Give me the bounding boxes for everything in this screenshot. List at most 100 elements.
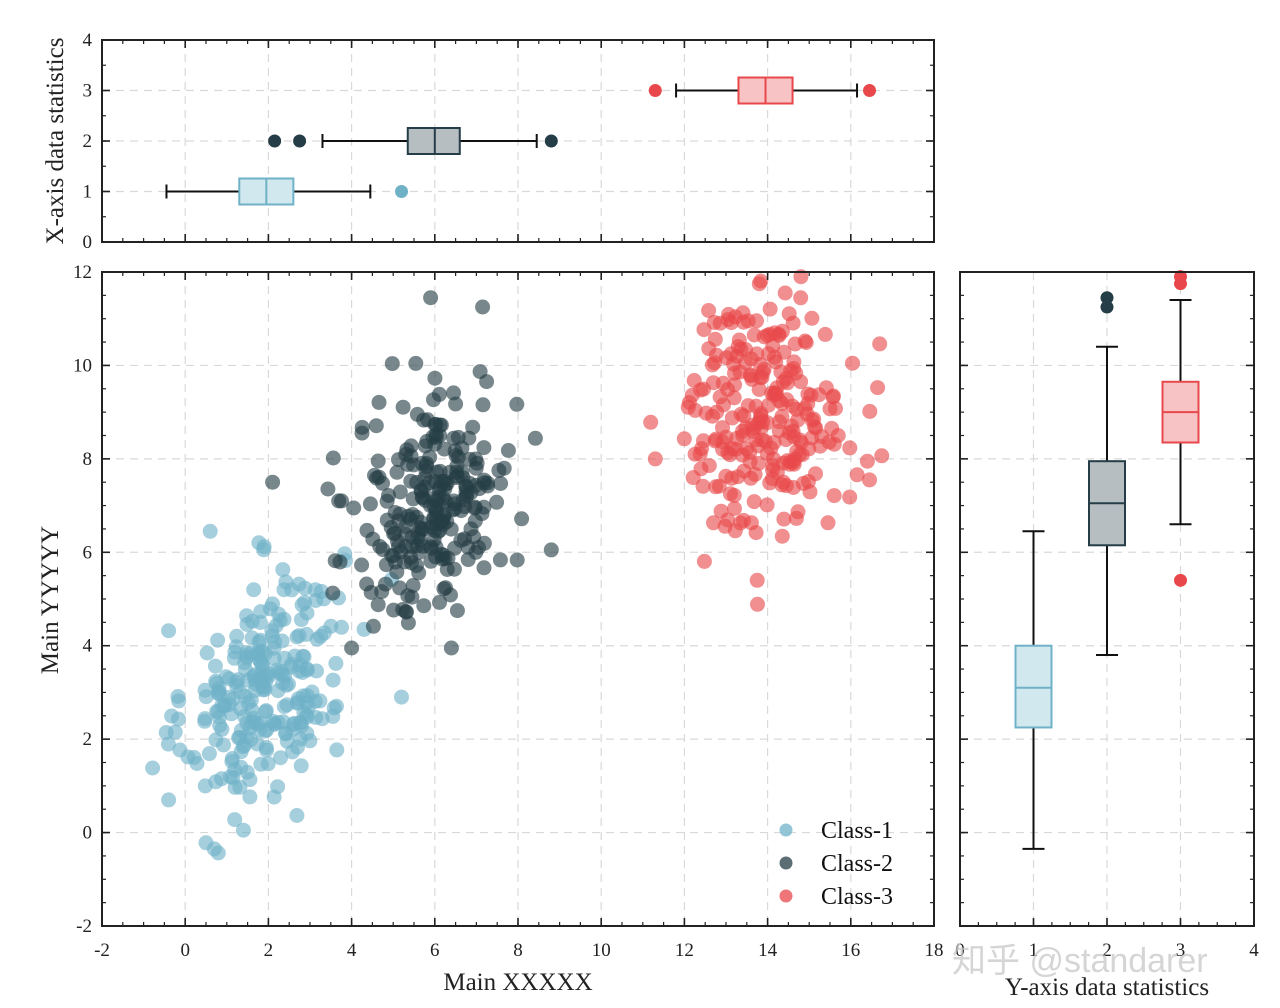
scatter-point: [208, 774, 224, 790]
right-x-axis-title: Y-axis data statistics: [1005, 974, 1209, 1001]
right-boxplot-panel: 0 1 2 3 4: [955, 270, 1259, 961]
main-ytick-label: 8: [83, 449, 93, 470]
outlier-point: [395, 185, 409, 198]
scatter-point: [229, 628, 245, 644]
scatter-point: [432, 594, 447, 610]
scatter-point: [872, 336, 888, 352]
right-xtick-label: 2: [1102, 940, 1112, 961]
scatter-point: [372, 538, 388, 554]
box-class-3: [1161, 270, 1200, 587]
scatter-point: [265, 474, 281, 490]
scatter-point: [709, 404, 725, 420]
main-xtick-label: -2: [94, 940, 110, 961]
scatter-point: [751, 382, 767, 397]
scatter-point: [742, 367, 758, 383]
scatter-point: [346, 500, 362, 516]
main-x-axis-title: Main XXXXX: [443, 969, 592, 996]
scatter-point: [824, 420, 840, 436]
scatter-point: [258, 703, 274, 719]
scatter-point: [232, 701, 248, 717]
main-y-axis-title: Main YYYYY: [37, 526, 64, 674]
scatter-point: [344, 640, 360, 656]
scatter-point: [753, 408, 769, 424]
main-xtick-label: 18: [925, 940, 944, 961]
scatter-point: [476, 475, 492, 491]
outlier-point: [544, 134, 558, 148]
scatter-point: [313, 628, 329, 644]
scatter-point: [211, 709, 227, 725]
scatter-point: [197, 711, 213, 727]
scatter-point: [323, 618, 339, 634]
scatter-point: [227, 762, 243, 778]
top-ytick-label: 1: [83, 182, 93, 203]
scatter-point: [708, 431, 724, 447]
box-class-1: [165, 177, 409, 206]
scatter-point: [408, 355, 424, 371]
scatter-point: [680, 399, 696, 415]
scatter-point: [754, 369, 770, 385]
scatter-point: [746, 494, 762, 510]
main-xtick-label: 6: [430, 940, 440, 961]
scatter-point: [392, 484, 408, 500]
scatter-point: [493, 476, 509, 491]
scatter-point: [749, 572, 765, 588]
scatter-point: [428, 416, 444, 432]
scatter-point: [446, 430, 462, 446]
scatter-point: [468, 544, 484, 560]
scatter-point: [743, 351, 759, 367]
scatter-point: [468, 451, 484, 467]
scatter-point: [426, 392, 441, 408]
scatter-series-class-2: [265, 290, 559, 656]
scatter-point: [489, 494, 505, 510]
scatter-point: [425, 429, 441, 445]
scatter-point: [417, 493, 433, 508]
scatter-point: [706, 515, 721, 531]
scatter-point: [745, 420, 761, 436]
box-class-2: [1088, 291, 1126, 657]
scatter-point: [247, 683, 263, 699]
scatter-point: [207, 658, 223, 674]
scatter-point: [206, 841, 222, 857]
scatter-point: [509, 396, 525, 412]
scatter-series-class-1: [145, 523, 409, 861]
scatter-point: [448, 470, 464, 486]
scatter-point: [389, 464, 405, 480]
scatter-point: [214, 721, 230, 737]
scatter-point: [785, 454, 801, 470]
scatter-point: [297, 594, 313, 610]
scatter-point: [392, 580, 408, 596]
scatter-point: [685, 470, 701, 486]
scatter-point: [221, 671, 237, 687]
scatter-point: [479, 374, 495, 390]
scatter-point: [720, 512, 736, 528]
scatter-point: [275, 562, 291, 578]
scatter-point: [514, 511, 530, 527]
box-class-1: [1014, 530, 1053, 850]
top-ytick-label: 4: [83, 30, 93, 51]
main-ytick-label: 10: [73, 355, 92, 376]
scatter-point: [788, 365, 804, 381]
scatter-point: [727, 501, 742, 516]
scatter-point: [328, 655, 344, 671]
scatter-point: [279, 697, 295, 713]
scatter-point: [244, 630, 260, 646]
scatter-point: [817, 326, 833, 342]
scatter-series-class-3: [643, 269, 890, 612]
scatter-point: [440, 550, 456, 566]
legend: Class-1 Class-2 Class-3: [779, 818, 893, 910]
scatter-point: [496, 460, 512, 476]
scatter-point: [228, 639, 244, 655]
scatter-point: [370, 453, 386, 469]
scatter-point: [695, 478, 711, 494]
scatter-point: [404, 589, 420, 605]
scatter-point: [293, 612, 309, 628]
scatter-point: [785, 480, 801, 495]
scatter-point: [239, 616, 255, 632]
scatter-point: [735, 305, 751, 321]
scatter-point: [781, 306, 797, 322]
scatter-point: [789, 401, 805, 417]
scatter-point: [862, 472, 877, 488]
scatter-point: [267, 634, 283, 650]
scatter-point: [777, 285, 793, 301]
scatter-point: [433, 514, 449, 529]
